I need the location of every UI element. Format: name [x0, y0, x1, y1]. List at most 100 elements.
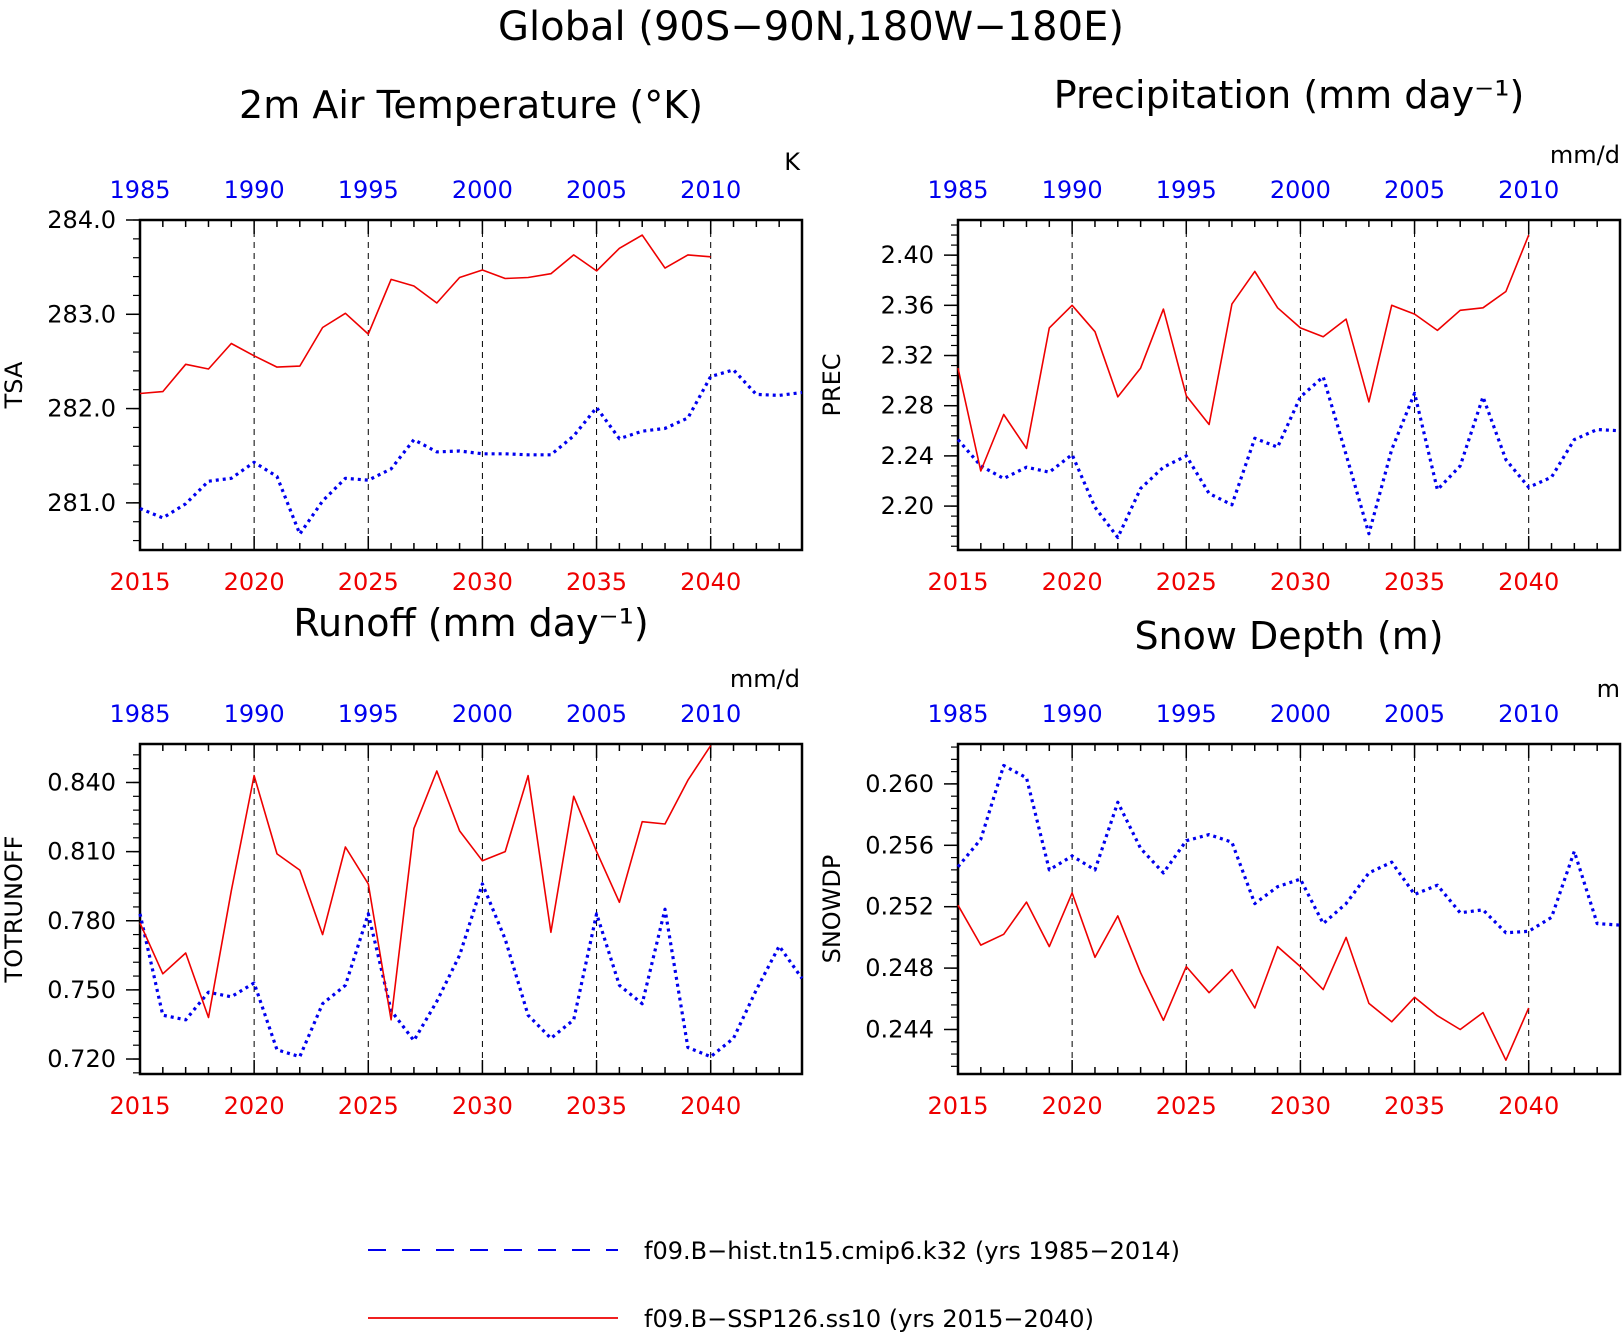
x-tick-label-top: 1995	[1156, 700, 1217, 728]
x-tick-label-top: 2005	[566, 176, 627, 204]
y-tick-label: 283.0	[47, 300, 116, 328]
y-tick-label: 2.32	[881, 342, 934, 370]
x-tick-label-top: 2005	[1384, 176, 1445, 204]
x-tick-label-bottom: 2030	[452, 1092, 513, 1120]
panels: 2m Air Temperature (°K) K TSA 2015 2020 2025 2…	[0, 73, 1622, 1120]
x-tick-label-bottom: 2025	[338, 1092, 399, 1120]
x-tick-label-bottom: 2020	[1042, 1092, 1103, 1120]
x-tick-label-top: 2000	[452, 176, 513, 204]
y-tick-label: 2.40	[881, 241, 934, 269]
x-tick-label-bottom: 2035	[1384, 1092, 1445, 1120]
chart-title: Runoff (mm day⁻¹)	[293, 601, 648, 645]
legend: f09.B−hist.tn15.cmip6.k32 (yrs 1985−2014…	[368, 1237, 1180, 1333]
x-tick-label-bottom: 2025	[1156, 568, 1217, 596]
x-tick-label-top: 2010	[680, 176, 741, 204]
x-tick-label-top: 1985	[109, 176, 170, 204]
series-line-hist	[138, 882, 804, 1059]
x-tick-label-top: 1990	[224, 700, 285, 728]
chart-title: Precipitation (mm day⁻¹)	[1054, 73, 1525, 117]
x-tick-label-bottom: 2015	[927, 1092, 988, 1120]
x-tick-label-bottom: 2020	[1042, 568, 1103, 596]
chart-units: m	[1597, 675, 1620, 703]
y-axis-label: PREC	[818, 353, 846, 416]
x-tick-label-top: 1985	[927, 700, 988, 728]
series-line-hist	[956, 375, 1621, 540]
legend-ssp-label: f09.B−SSP126.ss10 (yrs 2015−2040)	[644, 1305, 1094, 1333]
y-axis-label: TSA	[0, 361, 28, 409]
chart-units: K	[784, 148, 801, 176]
x-tick-label-bottom: 2035	[566, 568, 627, 596]
y-tick-label: 2.24	[881, 442, 934, 470]
y-tick-label: 284.0	[47, 206, 116, 234]
chart-panel-totrunoff: Runoff (mm day⁻¹) mm/d TOTRUNOFF 2015 2020 20…	[0, 601, 804, 1120]
chart-panel-prec: Precipitation (mm day⁻¹) mm/d PREC 2015 2020…	[818, 73, 1622, 596]
series-line-ssp	[957, 234, 1530, 472]
series-line-ssp	[957, 892, 1530, 1061]
chart-panel-snowdp: Snow Depth (m) m SNOWDP 2015 2020 2025 2030 203…	[818, 614, 1622, 1120]
x-tick-label-top: 1995	[1156, 176, 1217, 204]
plot-frame	[138, 218, 804, 552]
x-tick-label-bottom: 2030	[1270, 1092, 1331, 1120]
x-tick-label-bottom: 2015	[109, 568, 170, 596]
x-tick-label-top: 2010	[1498, 700, 1559, 728]
x-tick-label-bottom: 2020	[224, 1092, 285, 1120]
x-tick-label-bottom: 2015	[927, 568, 988, 596]
x-tick-label-bottom: 2025	[338, 568, 399, 596]
x-tick-label-bottom: 2040	[680, 568, 741, 596]
y-tick-label: 0.840	[47, 768, 116, 796]
y-tick-label: 2.36	[881, 291, 934, 319]
y-tick-label: 0.780	[47, 907, 116, 935]
x-tick-label-top: 2000	[1270, 176, 1331, 204]
y-tick-label: 282.0	[47, 395, 116, 423]
x-tick-label-bottom: 2015	[109, 1092, 170, 1120]
y-tick-label: 0.244	[865, 1015, 934, 1043]
x-tick-label-bottom: 2030	[1270, 568, 1331, 596]
chart-units: mm/d	[730, 665, 800, 693]
x-tick-label-top: 2005	[1384, 700, 1445, 728]
series-line-hist	[956, 763, 1621, 935]
series-line-ssp	[139, 234, 711, 395]
x-tick-label-top: 1990	[224, 176, 285, 204]
y-tick-label: 281.0	[47, 489, 116, 517]
x-tick-label-top: 1995	[338, 700, 399, 728]
x-tick-label-top: 1990	[1042, 176, 1103, 204]
y-tick-label: 0.252	[865, 893, 934, 921]
y-tick-label: 0.248	[865, 954, 934, 982]
x-tick-label-top: 2005	[566, 700, 627, 728]
x-tick-label-bottom: 2025	[1156, 1092, 1217, 1120]
chart-units: mm/d	[1550, 141, 1620, 169]
x-tick-label-top: 1990	[1042, 700, 1103, 728]
y-tick-label: 0.750	[47, 976, 116, 1004]
y-tick-label: 2.28	[881, 392, 934, 420]
plot-frame	[956, 742, 1622, 1076]
y-tick-label: 0.810	[47, 838, 116, 866]
x-tick-label-bottom: 2035	[1384, 568, 1445, 596]
x-tick-label-top: 2010	[1498, 176, 1559, 204]
x-tick-label-bottom: 2040	[1498, 568, 1559, 596]
y-tick-label: 0.260	[865, 770, 934, 798]
series-line-ssp	[139, 745, 712, 1021]
x-tick-label-bottom: 2040	[1498, 1092, 1559, 1120]
x-tick-label-top: 2000	[452, 700, 513, 728]
x-tick-label-bottom: 2030	[452, 568, 513, 596]
chart-title: Snow Depth (m)	[1134, 614, 1443, 658]
series-line-hist	[139, 368, 803, 536]
x-tick-label-top: 1985	[927, 176, 988, 204]
x-tick-label-bottom: 2020	[224, 568, 285, 596]
y-axis-label: TOTRUNOFF	[0, 836, 28, 984]
y-tick-label: 0.720	[47, 1045, 116, 1073]
x-tick-label-top: 2000	[1270, 700, 1331, 728]
x-tick-label-top: 1995	[338, 176, 399, 204]
plot-frame	[138, 742, 804, 1076]
x-tick-label-bottom: 2035	[566, 1092, 627, 1120]
legend-hist-label: f09.B−hist.tn15.cmip6.k32 (yrs 1985−2014…	[644, 1237, 1180, 1265]
chart-title: 2m Air Temperature (°K)	[239, 83, 703, 127]
y-tick-label: 2.20	[881, 492, 934, 520]
x-tick-label-top: 1985	[109, 700, 170, 728]
x-tick-label-bottom: 2040	[680, 1092, 741, 1120]
y-tick-label: 0.256	[865, 831, 934, 859]
figure-title: Global (90S−90N,180W−180E)	[498, 4, 1124, 50]
chart-panel-tsa: 2m Air Temperature (°K) K TSA 2015 2020 2025 2…	[0, 83, 804, 596]
y-axis-label: SNOWDP	[818, 855, 846, 964]
